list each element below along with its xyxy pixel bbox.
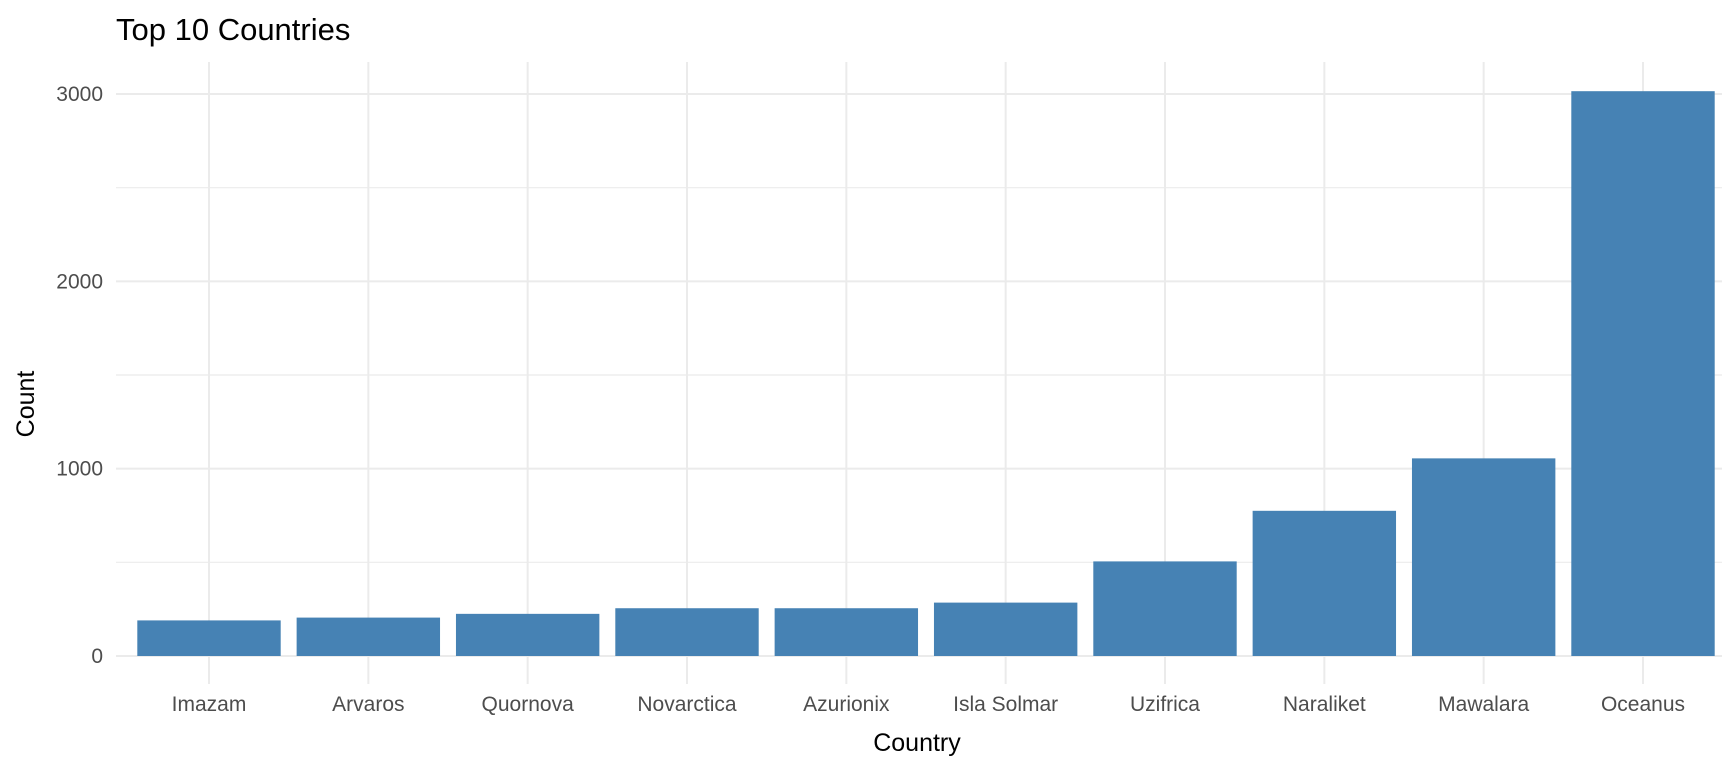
x-tick-label: Imazam [172, 693, 247, 716]
bar-imazam [137, 620, 281, 656]
x-tick-labels: Imazam Arvaros Quornova Novarctica Azurionix… [172, 693, 1685, 716]
bar-novarctica [615, 608, 759, 656]
bars [137, 91, 1715, 656]
bar-isla-solmar [933, 602, 1078, 656]
y-tick-label: 0 [91, 645, 103, 668]
x-tick-label: Uzifrica [1130, 693, 1200, 716]
bar-uzifrica [1093, 561, 1237, 656]
x-tick-label: Isla Solmar [953, 693, 1058, 716]
y-tick-labels: 0 1000 2000 3000 [56, 83, 103, 668]
bar-quornova [455, 613, 600, 656]
chart-title: Top 10 Countries [116, 12, 350, 47]
x-tick-label: Azurionix [803, 693, 890, 716]
bar-azurionix [774, 608, 919, 656]
y-tick-label: 1000 [56, 458, 103, 481]
bar-oceanus [1571, 91, 1715, 656]
y-tick-label: 3000 [56, 83, 103, 106]
x-tick-label: Mawalara [1438, 693, 1529, 716]
x-axis-title: Country [873, 729, 961, 757]
x-tick-label: Oceanus [1601, 693, 1685, 716]
y-tick-label: 2000 [56, 270, 103, 293]
x-tick-label: Naraliket [1283, 693, 1366, 716]
x-tick-label: Arvaros [332, 693, 404, 716]
x-tick-label: Novarctica [637, 693, 737, 716]
bar-naraliket [1252, 510, 1397, 656]
bar-mawalara [1411, 458, 1556, 656]
y-axis-title: Count [12, 371, 40, 438]
x-tick-label: Quornova [482, 693, 575, 716]
bar-arvaros [296, 617, 441, 656]
